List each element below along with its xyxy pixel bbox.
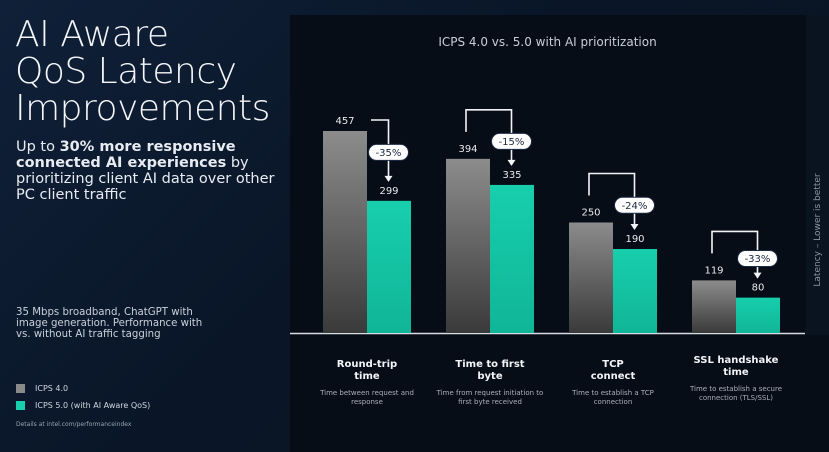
change-label: -15%	[499, 137, 525, 148]
category-name: Time to first byte	[455, 359, 525, 382]
title-line: QoS Latency	[15, 51, 237, 92]
subtitle-rest: by prioritizing client AI data over othe…	[16, 155, 275, 203]
title-line: Improvements	[15, 88, 270, 129]
change-pill	[737, 250, 778, 268]
bar-icps5	[613, 249, 657, 333]
change-label: -24%	[622, 201, 648, 212]
value-label-icps4: 457	[335, 116, 354, 127]
legend: ICPS 4.0 ICPS 5.0 (with AI Aware QoS)	[16, 380, 150, 414]
category-description: Time to establish a TCP connection	[572, 389, 654, 406]
change-pill	[491, 132, 532, 150]
category-description: Time from request initiation to first by…	[436, 389, 544, 406]
value-label-icps4: 250	[581, 207, 600, 218]
bar-icps5	[367, 200, 411, 333]
slide-title: AI Aware QoS Latency Improvements	[15, 16, 270, 127]
subtitle-prefix: Up to	[16, 139, 60, 155]
subtitle: Up to 30% more responsive connected AI e…	[16, 139, 276, 203]
value-label-icps4: 119	[704, 265, 723, 276]
category-description: Time to establish a secure connection (T…	[689, 385, 783, 402]
bar-icps5	[490, 184, 534, 333]
legend-swatch	[16, 401, 25, 410]
category-label: Time to first byte Time from request initi…	[430, 359, 550, 407]
category-label: Round-trip time Time between request and r…	[307, 359, 427, 407]
category-name: Round-trip time	[336, 359, 398, 382]
bar-icps4	[446, 158, 490, 333]
category-name: TCP connect	[590, 359, 636, 382]
bar-icps4	[323, 131, 367, 333]
value-label-icps5: 80	[752, 283, 765, 294]
category-label: SSL handshake time Time to establish a sec…	[676, 355, 796, 403]
change-pill	[368, 143, 409, 161]
change-pill	[614, 196, 655, 214]
arrow-down-icon	[753, 272, 762, 279]
legend-swatch	[16, 384, 25, 393]
legend-item-icps4: ICPS 4.0	[16, 380, 150, 397]
chart-title: ICPS 4.0 vs. 5.0 with AI prioritization	[438, 35, 657, 49]
bar-icps4	[692, 280, 736, 333]
value-label-icps5: 190	[625, 234, 644, 245]
test-note: 35 Mbps broadband, ChatGPT with image ge…	[16, 307, 203, 340]
value-label-icps5: 335	[502, 170, 521, 181]
title-line: AI Aware	[15, 14, 169, 55]
y-axis-label: Latency – Lower is better	[806, 15, 829, 335]
legend-label: ICPS 5.0 (with AI Aware QoS)	[35, 401, 151, 410]
subtitle-highlight: 30% more responsive connected AI experie…	[16, 139, 236, 171]
category-name: SSL handshake time	[693, 355, 779, 378]
bar-icps4	[569, 222, 613, 333]
legend-label: ICPS 4.0	[35, 384, 69, 393]
arrow-down-icon	[384, 175, 393, 182]
legend-item-icps5: ICPS 5.0 (with AI Aware QoS)	[16, 397, 150, 414]
change-label: -35%	[376, 148, 402, 159]
value-label-icps5: 299	[379, 186, 398, 197]
arrow-down-icon	[630, 224, 639, 231]
value-label-icps4: 394	[458, 144, 477, 155]
bar-icps5	[736, 297, 780, 333]
details-link: Details at intel.com/performanceindex	[16, 421, 132, 428]
category-description: Time between request and response	[320, 389, 414, 406]
arrow-down-icon	[507, 159, 516, 166]
category-label: TCP connect Time to establish a TCP connec…	[553, 359, 673, 407]
change-label: -33%	[745, 254, 771, 265]
